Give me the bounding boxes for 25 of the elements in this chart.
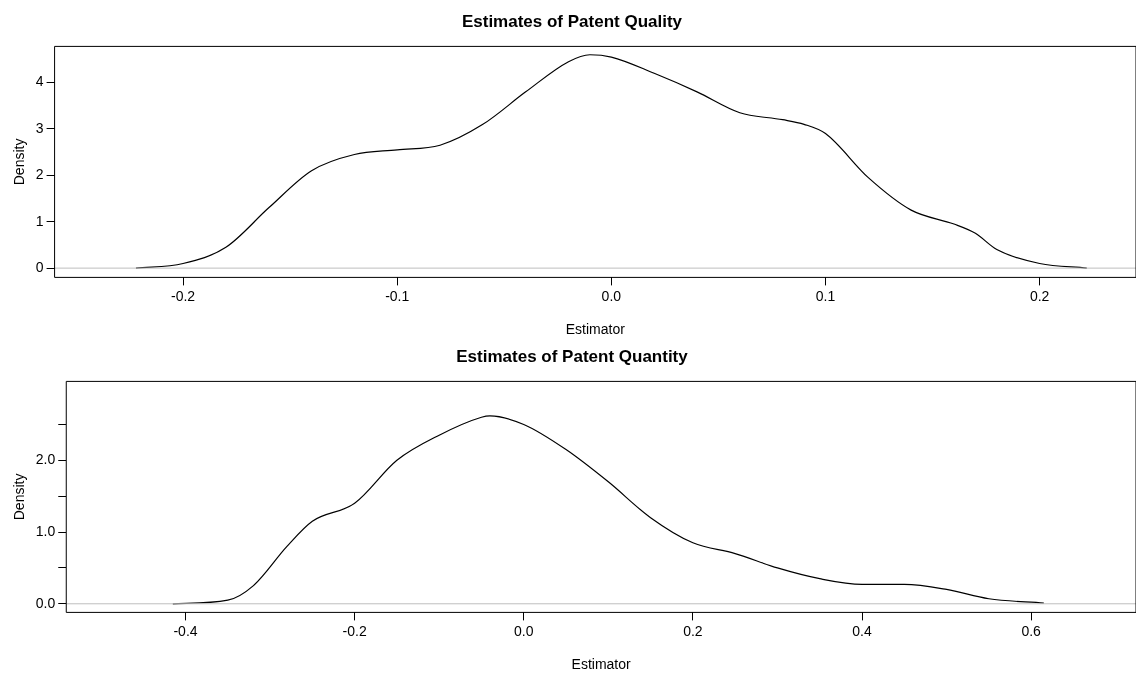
y-axis-title: Density xyxy=(11,138,28,186)
y-tick-label: 0 xyxy=(35,258,44,275)
x-tick-label: -0.1 xyxy=(385,287,410,304)
y-axis-title: Density xyxy=(11,473,28,521)
x-tick-label: 0.6 xyxy=(1021,622,1042,639)
y-tick-label: 0.0 xyxy=(35,594,56,611)
x-tick-label: 0.2 xyxy=(683,622,703,639)
x-tick-label: -0.2 xyxy=(171,287,196,304)
y-tick-label: 1.0 xyxy=(35,522,56,539)
y-tick-label: 2.0 xyxy=(35,451,56,468)
x-tick-label: 0.0 xyxy=(514,622,534,639)
x-tick-label: 0.4 xyxy=(852,622,872,639)
y-tick-label: 2 xyxy=(35,166,44,183)
x-tick-label: -0.2 xyxy=(342,622,367,639)
chart-title: Estimates of Patent Quantity xyxy=(456,346,689,366)
x-tick-label: -0.4 xyxy=(173,622,198,639)
y-tick-label: 3 xyxy=(35,119,44,136)
y-tick-label: 1 xyxy=(35,212,44,229)
x-tick-label: 0.2 xyxy=(1029,287,1050,304)
y-tick-label: 4 xyxy=(35,73,44,90)
x-axis-title: Estimator xyxy=(565,321,626,338)
chart-title: Estimates of Patent Quality xyxy=(461,11,683,31)
x-axis-title: Estimator xyxy=(571,656,632,673)
x-tick-label: 0.1 xyxy=(815,287,836,304)
x-tick-label: 0.0 xyxy=(601,287,622,304)
